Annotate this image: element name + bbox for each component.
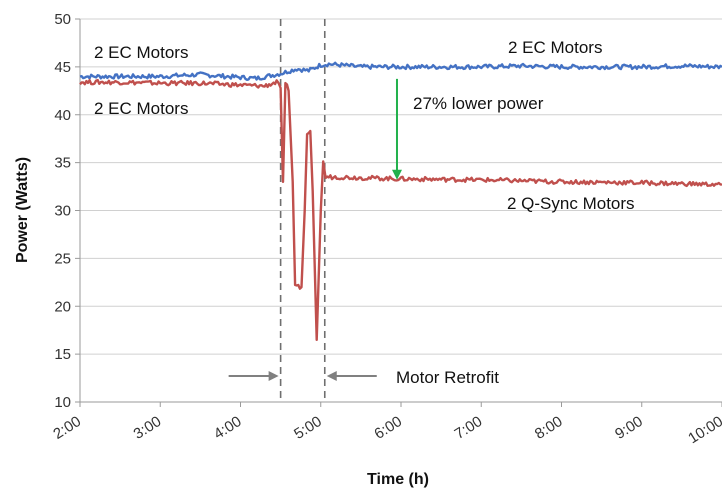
annotation-ec-motors-right: 2 EC Motors <box>508 38 602 57</box>
annotation-motor-retrofit: Motor Retrofit <box>396 368 499 387</box>
retrofit-arrow-left-head <box>268 371 279 381</box>
series-lines <box>79 61 722 341</box>
annotation-reduction: 27% lower power <box>413 94 544 113</box>
y-axis-ticks: 10 15 20 25 30 35 40 45 50 <box>54 11 80 411</box>
retrofit-marker-lines <box>279 19 326 402</box>
x-tick-label: 5:00 <box>291 413 325 443</box>
retrofit-arrow-right-head <box>326 371 337 381</box>
grid-lines <box>80 18 722 355</box>
annotation-qsync-motors: 2 Q-Sync Motors <box>507 194 635 213</box>
x-axis-title: Time (h) <box>367 471 429 488</box>
reduction-arrow-head <box>391 169 402 180</box>
x-tick-label: 10:00 <box>685 413 722 447</box>
y-axis-title: Power (Watts) <box>14 157 31 263</box>
x-tick-label: 3:00 <box>131 413 165 443</box>
x-tick-label: 9:00 <box>612 413 646 443</box>
y-tick-label: 30 <box>54 203 71 220</box>
y-tick-label: 15 <box>54 346 71 363</box>
x-tick-label: 8:00 <box>532 413 566 443</box>
x-tick-label: 4:00 <box>211 413 245 443</box>
x-tick-label: 7:00 <box>452 413 486 443</box>
y-tick-label: 20 <box>54 298 71 315</box>
y-tick-label: 25 <box>54 250 71 267</box>
series-line-2 <box>79 78 722 341</box>
y-tick-label: 40 <box>54 107 71 124</box>
annotation-ec-motors-left-bottom: 2 EC Motors <box>94 99 188 118</box>
x-tick-label: 6:00 <box>371 413 405 443</box>
y-tick-label: 45 <box>54 59 71 76</box>
x-tick-label: 2:00 <box>50 413 84 443</box>
y-tick-label: 35 <box>54 155 71 172</box>
y-tick-label: 10 <box>54 394 71 411</box>
y-tick-label: 50 <box>54 11 71 28</box>
x-axis-ticks: 2:00 3:00 4:00 5:00 6:00 7:00 8:00 9:00 10:00 <box>50 402 722 447</box>
series-line-1 <box>79 61 722 82</box>
annotation-ec-motors-left-top: 2 EC Motors <box>94 43 188 62</box>
